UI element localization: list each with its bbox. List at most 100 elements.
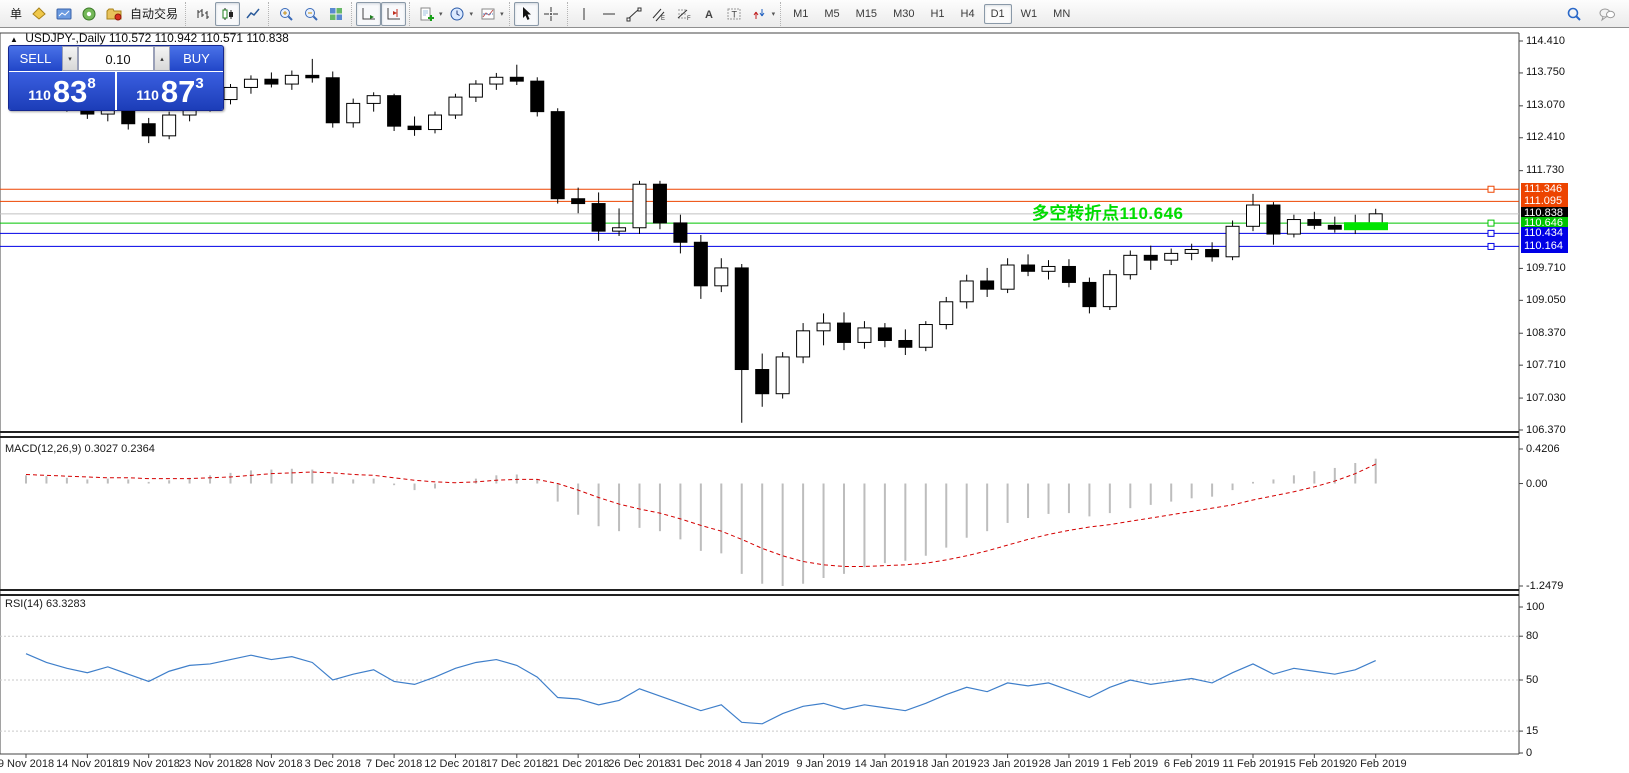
line-marker-handle[interactable]: [1487, 219, 1495, 227]
chartshift-icon: [387, 7, 400, 19]
line-marker-handle[interactable]: [1487, 229, 1495, 237]
timeframe-D1[interactable]: D1: [983, 3, 1012, 24]
price-axis-label: 108.370: [1526, 326, 1566, 339]
zoomin-icon: [279, 7, 293, 21]
date-axis-label: 11 Feb 2019: [1222, 758, 1284, 770]
bar-chart-button[interactable]: [190, 2, 215, 26]
labelt-icon: T: [727, 8, 741, 19]
vertical-line-button[interactable]: [572, 2, 597, 26]
collapse-triangle-icon[interactable]: ▲: [10, 35, 18, 44]
volume-increase-button[interactable]: ▴: [154, 46, 170, 71]
templates-button[interactable]: [475, 2, 500, 26]
macd-signal-line: [25, 463, 1376, 567]
signals-button[interactable]: [76, 2, 101, 26]
rectangle-zone-object[interactable]: [1344, 222, 1388, 231]
timeframe-M30[interactable]: M30: [893, 7, 915, 20]
date-axis-label: 18 Jan 2019: [915, 758, 977, 770]
date-axis-label: 17 Dec 2018: [485, 758, 548, 770]
price-line-tag: 110.646: [1521, 216, 1568, 230]
new-order-button[interactable]: 单: [10, 7, 23, 21]
label-button[interactable]: T: [722, 2, 747, 26]
line-marker-handle[interactable]: [1487, 242, 1495, 250]
sell-button[interactable]: SELL: [9, 46, 62, 71]
trendline-button[interactable]: [622, 2, 647, 26]
buy-price-button[interactable]: 110 87 3: [117, 72, 223, 110]
timeframe-M1[interactable]: M1: [793, 7, 809, 20]
new-order-icon-button[interactable]: [26, 2, 51, 26]
fibonacci-button[interactable]: F: [672, 2, 697, 26]
search-icon: [1567, 7, 1581, 21]
chat-button[interactable]: [1594, 2, 1619, 26]
date-axis-label: 14 Nov 2018: [56, 758, 119, 770]
tile-windows-button[interactable]: [323, 2, 348, 26]
toolbar-group: [268, 1, 348, 26]
buy-price-big: 87: [160, 73, 196, 109]
timeframe-M15[interactable]: M15: [855, 7, 878, 20]
price-axis-label: 114.410: [1526, 34, 1565, 47]
toolbar-group: [185, 1, 265, 26]
date-axis-label: 15 Feb 2019: [1283, 758, 1346, 770]
cursor-button[interactable]: [513, 1, 539, 26]
new-chart-button[interactable]: [51, 2, 76, 26]
periods-button[interactable]: [445, 2, 470, 26]
horizontal-line-button[interactable]: [597, 2, 622, 26]
timeframe-M5[interactable]: M5: [824, 7, 840, 20]
sell-price-sup: 8: [87, 74, 96, 92]
timeframe-W1[interactable]: W1: [1020, 7, 1038, 20]
buy-price-prefix: 110: [136, 87, 159, 103]
trendline-icon: [626, 7, 642, 21]
line-chart-button[interactable]: [240, 2, 265, 26]
auto-trading-button[interactable]: [101, 2, 126, 26]
svg-text:E: E: [661, 16, 665, 22]
timeframe-MN[interactable]: MN: [1053, 7, 1071, 20]
rsi-label: RSI(14) 63.3283: [5, 598, 86, 610]
rsi-line: [25, 653, 1376, 725]
crosshair-button[interactable]: [539, 2, 564, 26]
toolbar-group: [351, 1, 407, 26]
line-marker-handle[interactable]: [1487, 185, 1495, 193]
date-axis-label: 12 Dec 2018: [424, 758, 487, 770]
candlestick-chart-button[interactable]: [215, 1, 241, 26]
macd-scale-max: 0.4206: [1526, 443, 1560, 455]
auto-trading-button-label[interactable]: 自动交易: [130, 7, 179, 21]
date-axis-label: 23 Nov 2018: [178, 758, 242, 770]
toolbar-right: [1561, 2, 1627, 26]
text-button[interactable]: A: [697, 2, 722, 26]
templates-button-dropdown[interactable]: ▾: [500, 10, 504, 18]
sell-price-prefix: 110: [28, 87, 51, 103]
indicators-button[interactable]: [414, 2, 439, 26]
buy-button[interactable]: BUY: [170, 46, 223, 71]
timeframe-H4[interactable]: H4: [960, 7, 975, 20]
candlestick-series: [19, 58, 1383, 423]
search-button[interactable]: [1561, 2, 1586, 26]
zoom-in-button[interactable]: [273, 2, 298, 26]
rsi-axis-label: 50: [1526, 673, 1539, 686]
price-axis-label: 107.030: [1526, 391, 1566, 404]
annotation-text[interactable]: 多空转折点110.646: [1032, 204, 1184, 223]
auto-scroll-button[interactable]: [356, 1, 382, 26]
channel-button[interactable]: E: [647, 2, 672, 26]
arrows-button[interactable]: [747, 2, 772, 26]
toolbar-group: ▾ ▾ ▾: [409, 1, 506, 26]
date-axis-label: 28 Nov 2018: [240, 758, 303, 770]
rsi-axis-label: 15: [1526, 724, 1539, 737]
volume-input[interactable]: [79, 47, 157, 72]
arrows-button-dropdown[interactable]: ▾: [771, 10, 776, 18]
texta-icon: A: [705, 9, 713, 21]
volume-decrease-button[interactable]: ▾: [62, 46, 78, 71]
timeframe-H1[interactable]: H1: [930, 7, 945, 20]
date-axis-label: 28 Jan 2019: [1038, 758, 1100, 770]
price-line-tag: 110.164: [1521, 239, 1568, 253]
zoom-out-button[interactable]: [298, 2, 323, 26]
price-axis-label: 113.070: [1526, 99, 1565, 112]
autotrade-icon: [106, 8, 122, 20]
svg-text:A: A: [705, 9, 713, 21]
tile-icon: [329, 7, 342, 20]
indicators-button-dropdown[interactable]: ▾: [439, 10, 443, 18]
chart-shift-button[interactable]: [381, 1, 407, 26]
sell-price-button[interactable]: 110 83 8: [9, 72, 115, 110]
fibo-icon: F: [677, 9, 691, 22]
periods-button-dropdown[interactable]: ▾: [469, 10, 474, 18]
price-axis-label: 109.710: [1526, 261, 1566, 274]
